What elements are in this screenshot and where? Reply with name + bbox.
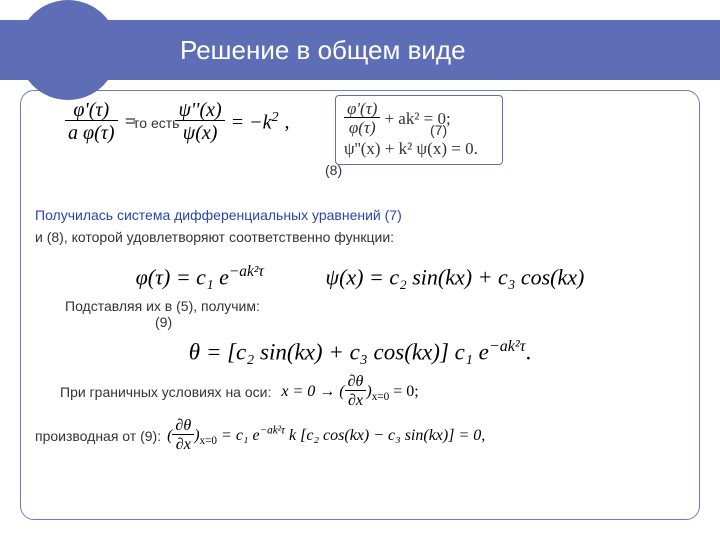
box-eq8: ψ''(x) + k² ψ(x) = 0. [344, 138, 494, 160]
deriv-label: производная от (9): [35, 425, 161, 447]
eq9: θ = [c₂ sin(kx) + c₃ cos(kx)] c₁ e−ak²τ. [35, 338, 685, 366]
system-box: φ'(τ) φ(τ) + ak² = 0; ψ''(x) + k² ψ(x) =… [335, 95, 503, 165]
solutions: φ(τ) = c₁ e−ak²τ ψ(x) = c₂ sin(kx) + c₃ … [35, 263, 685, 290]
para1: Получилась система дифференциальных урав… [35, 204, 685, 249]
ratio2-den: ψ(x) [175, 121, 224, 145]
top-equation-row: φ'(τ) a φ(τ) = то есть ψ''(x) ψ(x) = −k2… [35, 100, 685, 190]
deriv-math: (∂θ∂x)x=0 = c₁ e−ak²τ k [c₂ cos(kx) − c₃… [167, 418, 485, 454]
mid-text: то есть [133, 115, 179, 131]
deriv-row: производная от (9): (∂θ∂x)x=0 = c₁ e−ak²… [35, 418, 685, 454]
content-area: φ'(τ) a φ(τ) = то есть ψ''(x) ψ(x) = −k2… [35, 100, 685, 510]
ratio1-num: φ'(τ) [65, 100, 118, 121]
title-band: Решение в общем виде [0, 20, 720, 80]
neg-k2: = −k2 [231, 110, 279, 135]
slide-title: Решение в общем виде [180, 35, 466, 66]
boundary-label: При граничных условиях на оси: [60, 381, 271, 403]
boundary-row: При граничных условиях на оси: x = 0 → (… [35, 374, 685, 410]
subst-text: Подставляя их в (5), получим: (9) [65, 298, 685, 330]
box-eq7: φ'(τ) φ(τ) + ak² = 0; [344, 100, 494, 138]
para1-blue: Получилась система дифференциальных урав… [35, 207, 402, 223]
ratio1-den: a φ(τ) [65, 121, 118, 145]
ratio-equation: φ'(τ) a φ(τ) = то есть ψ''(x) ψ(x) = −k2… [65, 100, 290, 145]
boundary-math: x = 0 → (∂θ∂x)x=0 = 0; [281, 374, 418, 410]
para1-rest: и (8), которой удовлетворяют соответстве… [35, 229, 394, 245]
ratio2-num: ψ''(x) [175, 100, 224, 121]
eq9-label: (9) [155, 314, 172, 330]
